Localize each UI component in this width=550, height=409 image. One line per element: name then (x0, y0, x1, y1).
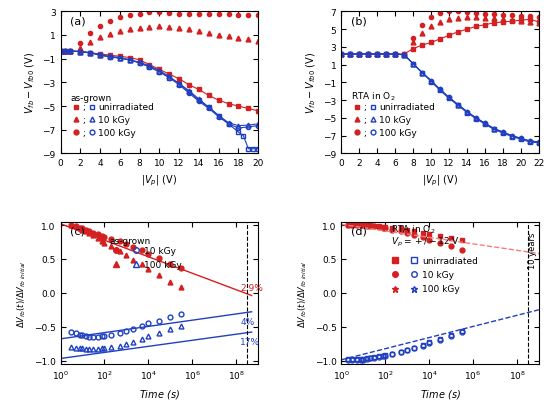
Text: 10 kGy: 10 kGy (379, 116, 411, 125)
X-axis label: $|V_p|$ (V): $|V_p|$ (V) (141, 173, 178, 188)
Text: 10 kGy: 10 kGy (422, 270, 454, 279)
Text: 100 kGy: 100 kGy (422, 284, 460, 293)
Text: 4%: 4% (240, 317, 255, 326)
Text: 10 kGy: 10 kGy (98, 116, 130, 125)
Text: ;: ; (83, 116, 86, 125)
Text: ;: ; (364, 116, 366, 125)
Y-axis label: $V_{fb} - V_{fb0}$ (V): $V_{fb} - V_{fb0}$ (V) (304, 52, 317, 114)
Text: ;: ; (364, 103, 366, 112)
Text: ;: ; (364, 128, 366, 137)
Y-axis label: $V_{fb} - V_{fb0}$ (V): $V_{fb} - V_{fb0}$ (V) (23, 52, 37, 114)
Text: (b): (b) (351, 16, 367, 27)
Text: unirradiated: unirradiated (379, 103, 435, 112)
Text: 17%: 17% (240, 337, 261, 346)
Text: (c): (c) (70, 227, 85, 236)
Text: 100 kGy: 100 kGy (98, 128, 136, 137)
Y-axis label: $\Delta V_{fb}(t)/\Delta V_{fb\ initial}$: $\Delta V_{fb}(t)/\Delta V_{fb\ initial}… (16, 259, 28, 327)
Text: 10 years: 10 years (527, 232, 537, 268)
X-axis label: $\mathit{Time}$ (s): $\mathit{Time}$ (s) (139, 387, 180, 400)
Text: ;: ; (83, 103, 86, 112)
Text: RTA in O$_2$: RTA in O$_2$ (351, 90, 395, 103)
Text: as-grown: as-grown (110, 236, 151, 245)
Text: (a): (a) (70, 16, 86, 27)
X-axis label: $\mathit{Time}$ (s): $\mathit{Time}$ (s) (420, 387, 460, 400)
Text: 100 kGy: 100 kGy (379, 128, 416, 137)
Text: RTA in O$_2$: RTA in O$_2$ (390, 223, 435, 236)
Text: $V_p = +/-12$ V: $V_p = +/-12$ V (390, 235, 460, 248)
X-axis label: $|V_p|$ (V): $|V_p|$ (V) (422, 173, 458, 188)
Text: unirradiated: unirradiated (422, 256, 478, 265)
Text: as-grown: as-grown (70, 94, 112, 103)
Text: 10 kGy: 10 kGy (144, 246, 175, 255)
Text: 2.9%: 2.9% (240, 283, 263, 292)
Text: (d): (d) (351, 227, 367, 236)
Text: 100 kGy: 100 kGy (144, 260, 182, 269)
Y-axis label: $\Delta V_{fb}(t)/\Delta V_{fb\ initial}$: $\Delta V_{fb}(t)/\Delta V_{fb\ initial}… (296, 259, 309, 327)
Text: unirradiated: unirradiated (98, 103, 154, 112)
Text: ;: ; (83, 128, 86, 137)
